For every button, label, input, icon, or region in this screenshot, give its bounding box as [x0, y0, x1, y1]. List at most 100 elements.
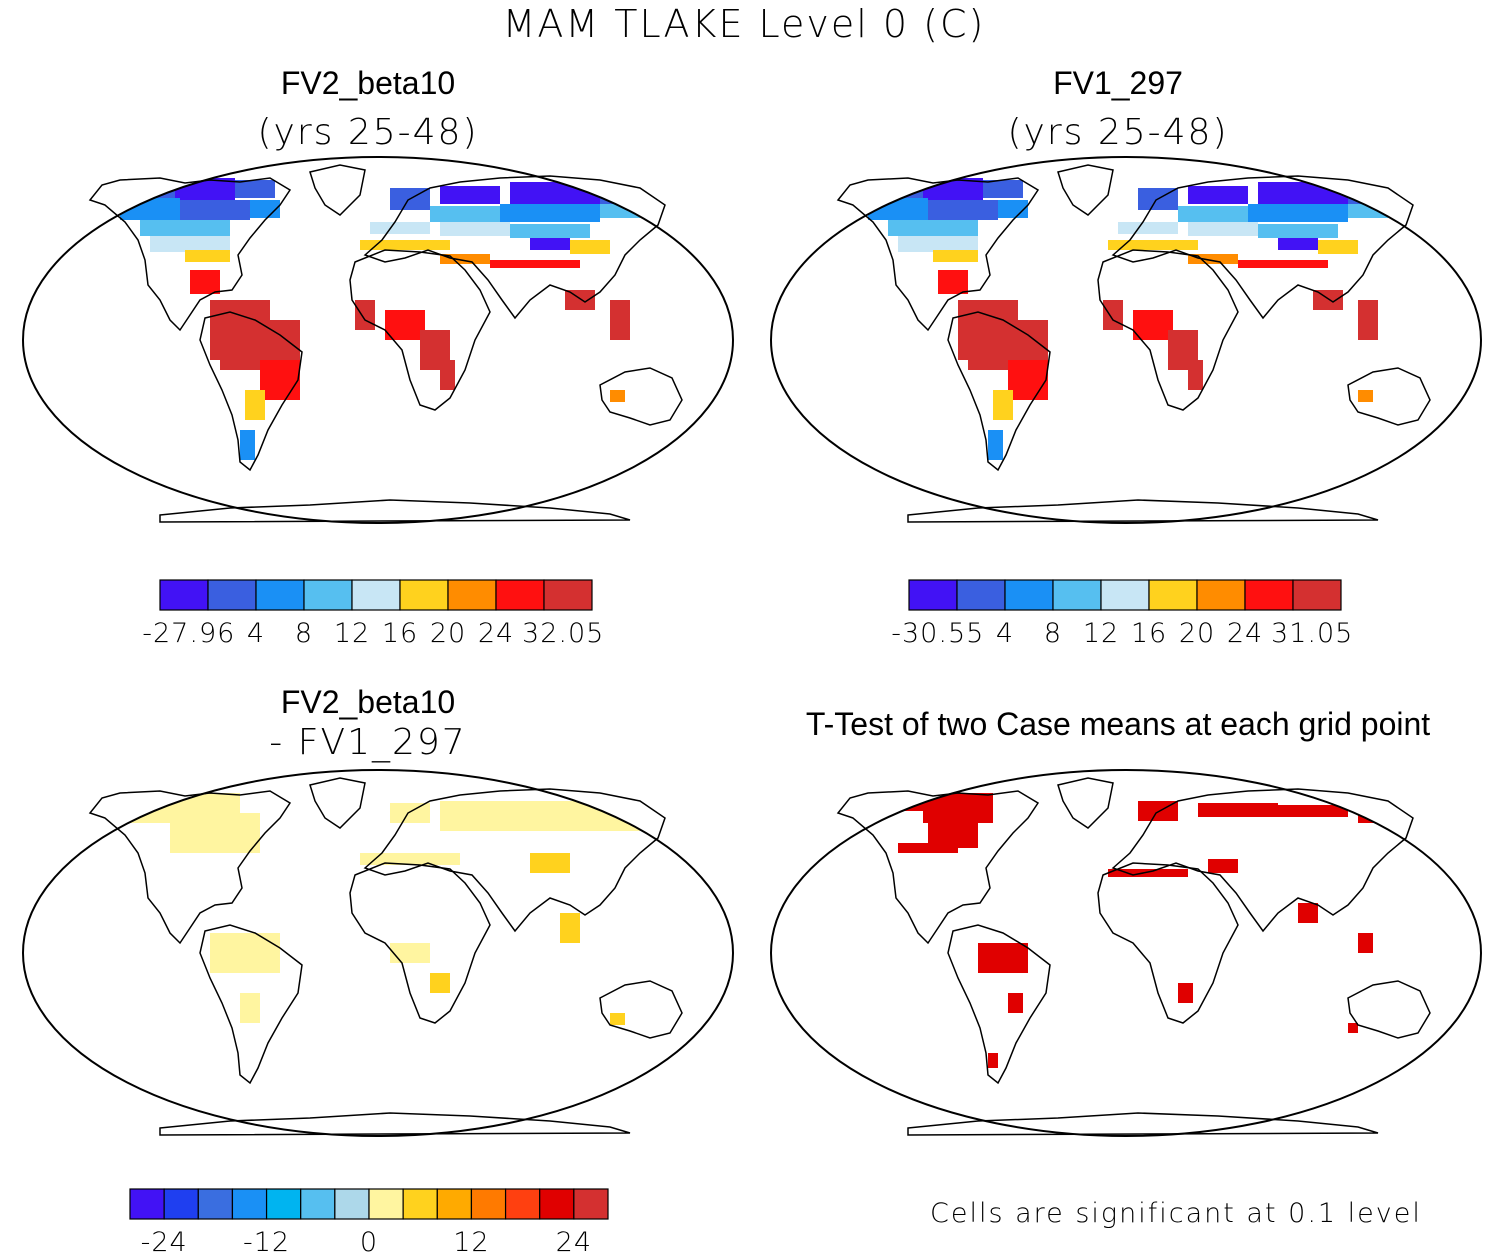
map-cell-patch [610, 300, 630, 340]
coastline-antarctica [907, 1112, 1379, 1136]
map-ttest-cells [868, 793, 1388, 1068]
colorbar-tick-label: 20 [1179, 618, 1215, 649]
map-cell-patch [988, 1053, 998, 1068]
colorbar-bin [573, 1188, 609, 1220]
map-cell-patch [1248, 204, 1348, 222]
coastline-australia [599, 980, 683, 1039]
coastline-northAmerica [88, 790, 292, 945]
colorbar-bin [129, 1188, 165, 1220]
coastline-eurasia [363, 788, 666, 933]
map-cell-patch [140, 220, 230, 236]
panel-2-subtitle: (yrs 25-48) [1007, 112, 1229, 153]
map-cell-patch [1208, 859, 1238, 873]
colorbar-bin [399, 579, 449, 611]
map-cell-patch [560, 913, 580, 943]
coastline-northAmerica [88, 177, 292, 332]
map-cell-patch [1278, 805, 1348, 817]
map-cell-patch [1133, 310, 1173, 340]
coastline-antarctica [907, 499, 1379, 523]
map-cell-patch [190, 270, 220, 294]
colorbar-bin [495, 579, 545, 611]
colorbar-bin [207, 579, 257, 611]
map-difference-frame [22, 769, 734, 1137]
coastline-antarctica [159, 1112, 631, 1136]
map-difference [22, 769, 734, 1137]
coastline-southAmerica [947, 311, 1051, 472]
map-cell-patch [1278, 238, 1318, 250]
map-cell-patch [1108, 240, 1198, 250]
map-cell-patch [240, 993, 260, 1023]
coastline-africa [1097, 249, 1239, 411]
panel-2-title: FV1_297 [1053, 65, 1183, 101]
coastline-greenland [1057, 164, 1114, 216]
map-cell-patch [355, 300, 375, 330]
coastline-northAmerica [836, 790, 1040, 945]
map-cell-patch [180, 200, 250, 220]
map-cell-patch [430, 206, 500, 222]
colorbar-tick-label: 16 [382, 618, 418, 649]
map-cell-patch [510, 224, 590, 238]
panel-1-title: FV2_beta10 [280, 65, 456, 101]
map-cell-patch [1238, 260, 1328, 268]
map-cell-patch [370, 222, 430, 234]
colorbar-bin [470, 1188, 507, 1220]
map-cell-patch [600, 186, 640, 204]
coastline-southAmerica [199, 311, 303, 472]
map-cell-patch [928, 200, 998, 220]
coastline-australia [599, 367, 683, 426]
coastline-southAmerica [199, 924, 303, 1085]
coastline-greenland [309, 777, 366, 829]
map-cell-patch [240, 430, 255, 460]
map-cell-patch [570, 240, 610, 254]
map-cell-patch [1318, 240, 1358, 254]
colorbar-bin [1292, 579, 1342, 611]
colorbar-bin [1004, 579, 1054, 611]
colorbar-fv2-beta10: -27.96 4 8 12 16 20 24 32.05 [142, 579, 603, 649]
map-cell-patch [1103, 300, 1123, 330]
map-cell-patch [898, 843, 958, 853]
map-cell-patch [210, 933, 280, 973]
colorbar-bin [368, 1188, 404, 1220]
map-difference-cells [120, 793, 640, 1025]
map-cell-patch [1258, 224, 1338, 238]
colorbar-bin [402, 1188, 438, 1220]
map-cell-patch [1258, 182, 1348, 204]
map-fv1-297 [770, 156, 1482, 524]
map-cell-patch [185, 250, 230, 262]
colorbar-bin [1196, 579, 1246, 611]
map-cell-patch [1298, 903, 1318, 923]
coastline-australia [1347, 367, 1431, 426]
map-cell-patch [530, 238, 570, 250]
map-cell-patch [1358, 390, 1373, 402]
map-cell-patch [1188, 222, 1258, 236]
colorbar-tick-label: 16 [1131, 618, 1167, 649]
coastline-africa [349, 249, 491, 411]
colorbar-bin [1244, 579, 1294, 611]
colorbar-tick-label: 12 [1083, 618, 1119, 649]
map-cell-patch [530, 853, 570, 873]
map-cell-patch [360, 240, 450, 250]
map-cell-patch [923, 793, 993, 823]
colorbar-bin [436, 1188, 473, 1220]
significance-footnote: Cells are significant at 0.1 level [930, 1198, 1422, 1229]
map-fv1-297-frame [770, 156, 1482, 524]
map-fv2-beta10-cells [105, 178, 640, 460]
colorbar-bin [1148, 579, 1198, 611]
map-fv2-beta10-frame [22, 156, 734, 524]
coastline-eurasia [1111, 788, 1414, 933]
map-fv2-beta10 [22, 156, 734, 524]
map-cell-patch [360, 853, 460, 865]
map-cell-patch [500, 204, 600, 222]
colorbar-bin [334, 1188, 370, 1220]
map-cell-patch [245, 390, 265, 420]
coastline-africa [349, 862, 491, 1024]
colorbar-bin [539, 1188, 575, 1220]
panel-3-title: FV2_beta10 [280, 684, 456, 720]
coastline-greenland [1057, 777, 1114, 829]
colorbar-bin [197, 1188, 234, 1220]
colorbar-tick-label: -12 [243, 1227, 290, 1252]
colorbar-tick-label: -24 [141, 1227, 188, 1252]
colorbar-bin [163, 1188, 199, 1220]
map-cell-patch [868, 793, 928, 811]
